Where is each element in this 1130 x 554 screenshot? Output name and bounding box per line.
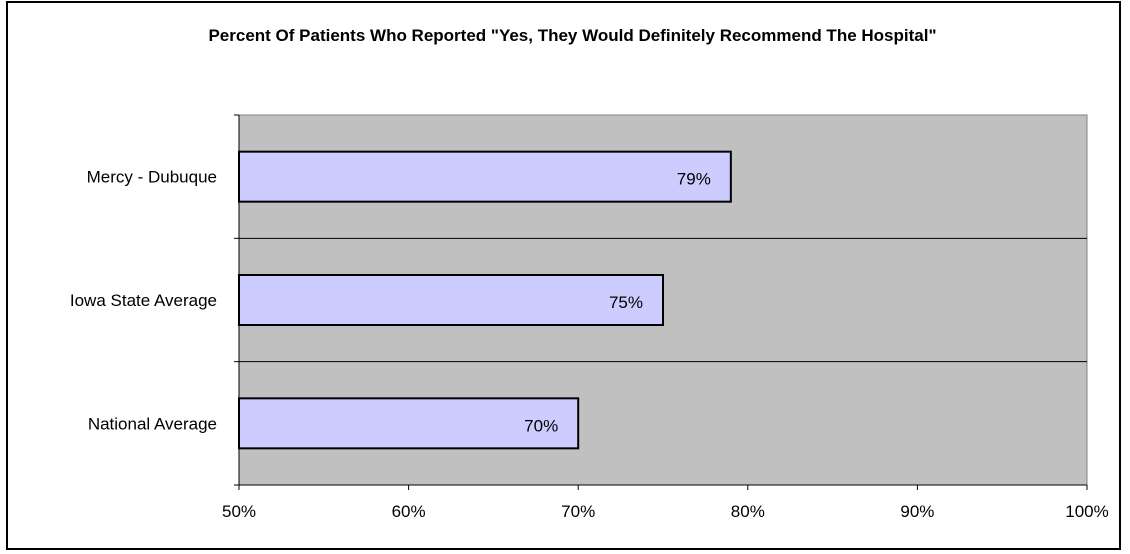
category-label: Iowa State Average — [70, 291, 217, 310]
bar — [238, 397, 580, 450]
category-label: Mercy - Dubuque — [87, 168, 217, 187]
data-label: 75% — [609, 293, 643, 312]
x-tick-label: 80% — [731, 502, 765, 521]
x-tick-label: 70% — [561, 502, 595, 521]
data-label: 70% — [524, 416, 558, 435]
x-tick-label: 90% — [900, 502, 934, 521]
chart-title: Percent Of Patients Who Reported "Yes, T… — [208, 26, 937, 45]
x-tick-label: 60% — [392, 502, 426, 521]
data-label: 79% — [677, 170, 711, 189]
bar — [238, 150, 732, 203]
bar — [238, 274, 664, 326]
x-tick-label: 50% — [222, 502, 256, 521]
x-tick-label: 100% — [1065, 502, 1108, 521]
category-label: National Average — [88, 414, 217, 433]
